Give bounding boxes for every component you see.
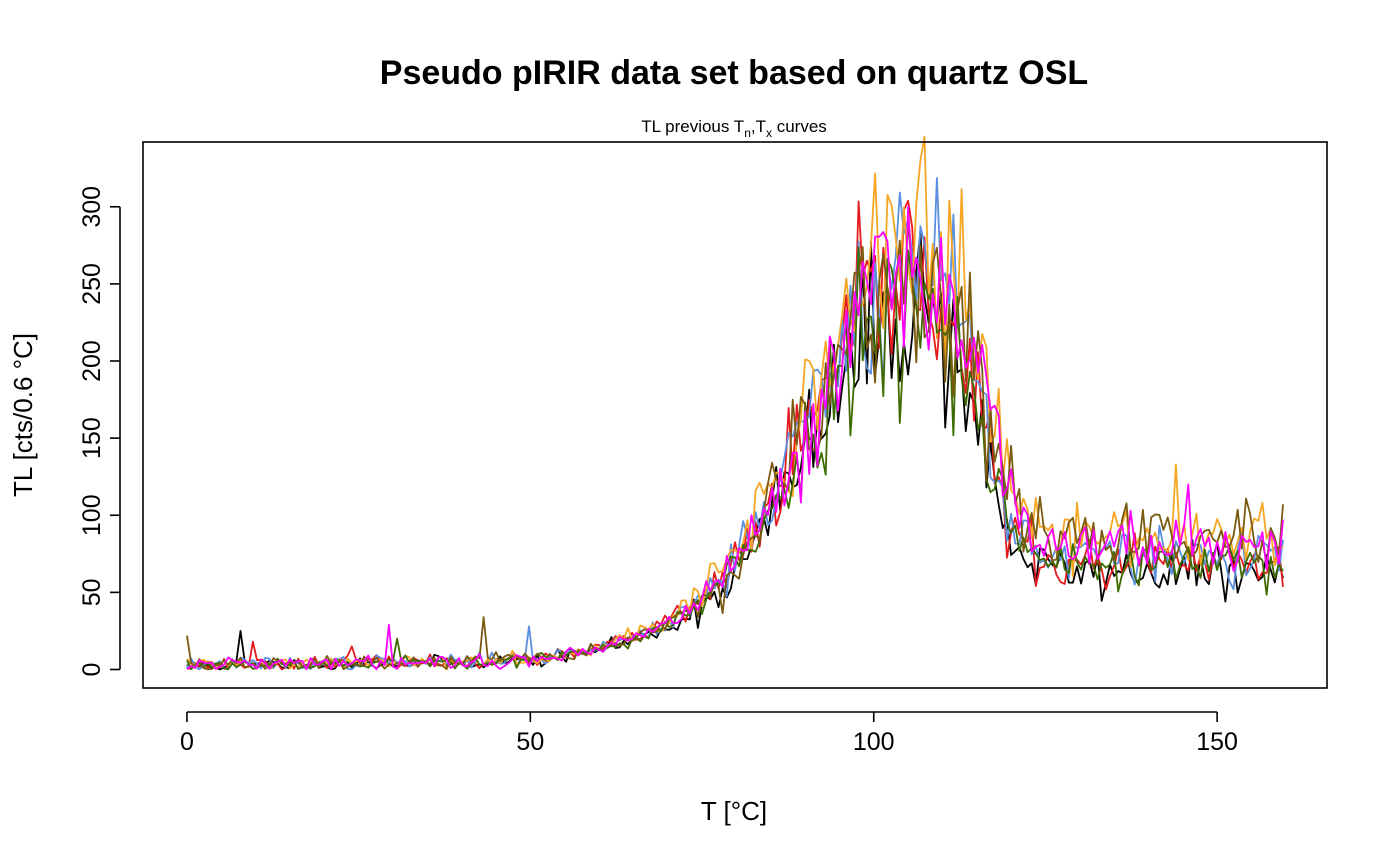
y-tick-label: 150 [78, 417, 106, 459]
series-layer [186, 135, 1284, 671]
x-tick-label: 0 [180, 728, 194, 756]
x-tick-label: 100 [853, 728, 895, 756]
y-tick-label: 300 [78, 186, 106, 228]
chart-subtitle: TL previous Tn,Tx curves [641, 117, 827, 140]
series-line-7 [186, 205, 1284, 671]
series-line-5 [186, 246, 1284, 671]
series-line-1 [186, 232, 1284, 671]
x-axis-title: T [°C] [701, 796, 767, 826]
y-axis: 0 50 100 150 200 250 300 [78, 186, 121, 677]
y-tick-label: 200 [78, 340, 106, 382]
series-line-3 [186, 177, 1284, 671]
x-tick-label: 50 [516, 728, 544, 756]
y-tick-label: 100 [78, 494, 106, 536]
y-tick-label: 250 [78, 263, 106, 305]
y-tick-label: 50 [78, 578, 106, 606]
y-axis-title: TL [cts/0.6 °C] [8, 333, 38, 497]
series-line-6 [186, 219, 1284, 671]
chart-title: Pseudo pIRIR data set based on quartz OS… [380, 54, 1088, 92]
series-line-2 [186, 199, 1284, 671]
x-tick-label: 150 [1196, 728, 1238, 756]
plot-frame [142, 141, 1328, 689]
y-tick-label: 0 [78, 663, 106, 677]
x-axis: 0 50 100 150 [180, 711, 1238, 756]
